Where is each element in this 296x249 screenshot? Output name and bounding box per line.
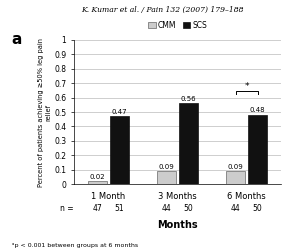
Bar (110, 116, 129, 184)
Text: 50: 50 (253, 204, 263, 213)
Text: 51: 51 (115, 204, 124, 213)
X-axis label: Months: Months (157, 220, 198, 230)
Text: 44: 44 (162, 204, 171, 213)
Bar (157, 171, 176, 184)
Text: 47: 47 (93, 204, 102, 213)
Y-axis label: Percent of patients achieving ≥50% leg pain
relief: Percent of patients achieving ≥50% leg p… (38, 38, 52, 187)
Text: 50: 50 (184, 204, 194, 213)
Text: 0.47: 0.47 (112, 109, 127, 115)
Text: ᵃp < 0.001 between groups at 6 months: ᵃp < 0.001 between groups at 6 months (12, 243, 138, 248)
Bar (88, 181, 107, 184)
Text: 0.02: 0.02 (90, 174, 105, 180)
Text: 0.56: 0.56 (181, 96, 197, 102)
Bar (179, 103, 198, 184)
Text: a: a (12, 32, 22, 47)
Text: K. Kumar et al. / Pain 132 (2007) 179–188: K. Kumar et al. / Pain 132 (2007) 179–18… (82, 6, 244, 14)
Text: *: * (244, 82, 249, 91)
Legend: CMM, SCS: CMM, SCS (148, 21, 207, 30)
Text: 0.48: 0.48 (250, 107, 266, 113)
Text: 44: 44 (231, 204, 240, 213)
Text: 0.09: 0.09 (159, 164, 174, 170)
Text: 0.09: 0.09 (228, 164, 244, 170)
Bar (248, 115, 267, 184)
Text: n =: n = (60, 204, 74, 213)
Bar (226, 171, 245, 184)
